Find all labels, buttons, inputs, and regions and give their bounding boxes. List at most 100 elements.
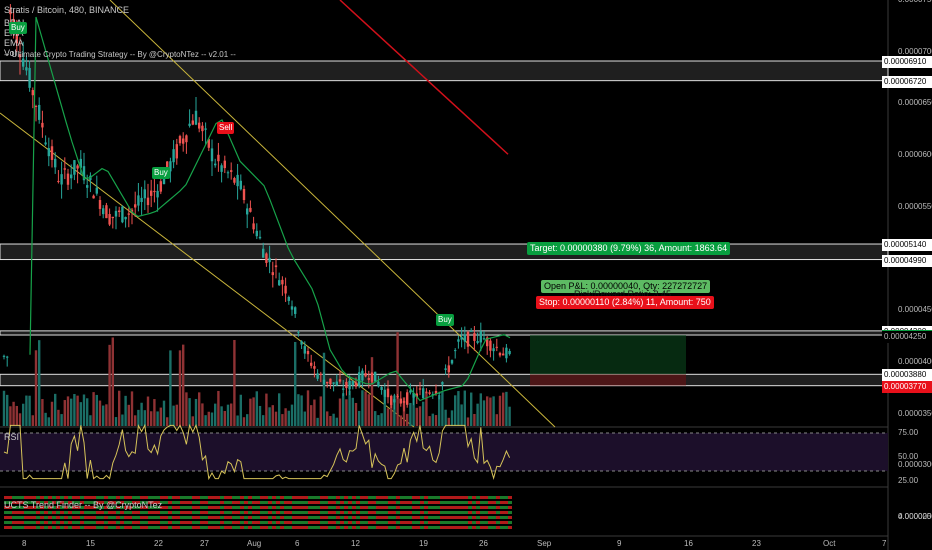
trend-cell-1-284	[284, 501, 288, 504]
candle-body-15	[50, 146, 54, 160]
trend-cell-4-104	[104, 516, 108, 519]
volume-bar-93	[300, 395, 303, 426]
trend-cell-2-408	[408, 506, 412, 509]
trend-cell-0-348	[348, 496, 352, 499]
candle-body-141	[454, 350, 457, 352]
sr-zones	[0, 60, 889, 387]
trend-cell-3-300	[300, 511, 304, 514]
candle-body-122	[393, 399, 396, 403]
trend-cell-3-132	[132, 511, 136, 514]
trend-cell-1-20	[20, 501, 24, 504]
volume-bar-66	[214, 403, 217, 426]
trend-cell-2-388	[388, 506, 392, 509]
candle-body-88	[284, 285, 287, 294]
candle-body-55	[178, 136, 182, 144]
trend-cell-3-240	[240, 511, 244, 514]
trend-cell-0-332	[332, 496, 336, 499]
trend-cell-5-4	[4, 521, 8, 524]
candle-body-25	[82, 166, 86, 181]
trend-cell-1-212	[212, 501, 216, 504]
trend-cell-1-128	[128, 501, 132, 504]
trend-cell-0-44	[44, 496, 48, 499]
trend-cell-0-32	[32, 496, 36, 499]
trend-cell-4-176	[176, 516, 180, 519]
volume-bar-37	[121, 414, 124, 426]
candle-body-125	[402, 401, 406, 403]
trend-cell-3-472	[472, 511, 476, 514]
volume-bar-101	[326, 411, 329, 426]
trend-cell-4-352	[352, 516, 356, 519]
trend-cell-0-236	[236, 496, 240, 499]
trend-cell-4-480	[480, 516, 484, 519]
trend-cell-5-112	[112, 521, 116, 524]
trend-cell-5-360	[360, 521, 364, 524]
trend-cell-1-172	[172, 501, 176, 504]
trend-cell-3-220	[220, 511, 224, 514]
volume-bar-19	[63, 400, 66, 426]
candle-body-128	[412, 392, 415, 398]
trend-cell-0-72	[72, 496, 76, 499]
trend-cell-2-272	[272, 506, 276, 509]
volume-bar-150	[482, 400, 486, 426]
volume-bar-11	[38, 340, 41, 426]
trend-cell-4-36	[36, 516, 40, 519]
trend-cell-6-356	[356, 526, 360, 529]
trend-cell-6-276	[276, 526, 280, 529]
trend-cell-4-152	[152, 516, 156, 519]
volume-bar-91	[294, 341, 297, 426]
trend-cell-2-276	[276, 506, 280, 509]
price-tick-7: 0.00004000	[898, 356, 932, 366]
volume-bar-127	[409, 402, 412, 426]
trend-cell-3-292	[292, 511, 296, 514]
open-pnl-label: Open P&L: 0.00000040, Qty: 227272727	[541, 280, 711, 293]
trend-cell-2-380	[380, 506, 384, 509]
volume-bar-34	[111, 337, 114, 426]
candle-body-89	[287, 297, 290, 301]
trend-cell-1-264	[264, 501, 268, 504]
trend-cell-1-200	[200, 501, 204, 504]
trend-cell-5-260	[260, 521, 264, 524]
trend-cell-2-244	[244, 506, 248, 509]
trend-cell-4-28	[28, 516, 32, 519]
trend-cell-5-36	[36, 521, 40, 524]
price-tick-4: 0.00005500	[898, 201, 932, 211]
candle-body-84	[271, 272, 274, 276]
trade-box	[530, 335, 686, 386]
candle-body-57	[185, 135, 188, 143]
trend-cell-2-336	[336, 506, 340, 509]
trend-cell-4-348	[348, 516, 352, 519]
trend-cell-6-420	[420, 526, 424, 529]
trend-cell-1-80	[80, 501, 84, 504]
trend-cell-6-112	[112, 526, 116, 529]
trend-cell-0-468	[468, 496, 472, 499]
candle-body-133	[428, 392, 431, 394]
trend-cell-0-60	[60, 496, 64, 499]
trend-cell-6-144	[144, 526, 148, 529]
trend-cell-6-92	[92, 526, 96, 529]
trend-cell-0-416	[416, 496, 420, 499]
trend-cell-6-172	[172, 526, 176, 529]
trend-cell-3-352	[352, 511, 356, 514]
trend-cell-6-160	[160, 526, 164, 529]
trend-cell-4-156	[156, 516, 160, 519]
trend-cell-0-408	[408, 496, 412, 499]
trend-cell-3-128	[128, 511, 132, 514]
candle-body-8	[28, 68, 31, 88]
trend-cell-0-192	[192, 496, 196, 499]
trend-cell-5-32	[32, 521, 36, 524]
trend-cell-5-256	[256, 521, 260, 524]
candle-body-152	[489, 340, 492, 351]
trend-cell-2-260	[260, 506, 264, 509]
trend-cell-2-4	[4, 506, 8, 509]
trend-cell-6-100	[100, 526, 104, 529]
trend-cell-1-208	[208, 501, 212, 504]
trend-cell-1-460	[460, 501, 464, 504]
trend-cell-6-320	[320, 526, 324, 529]
trend-cell-6-208	[208, 526, 212, 529]
trend-cell-5-340	[340, 521, 344, 524]
trend-cell-0-412	[412, 496, 416, 499]
trend-cell-2-500	[500, 506, 504, 509]
trend-cell-4-392	[392, 516, 396, 519]
trend-cell-4-84	[84, 516, 88, 519]
